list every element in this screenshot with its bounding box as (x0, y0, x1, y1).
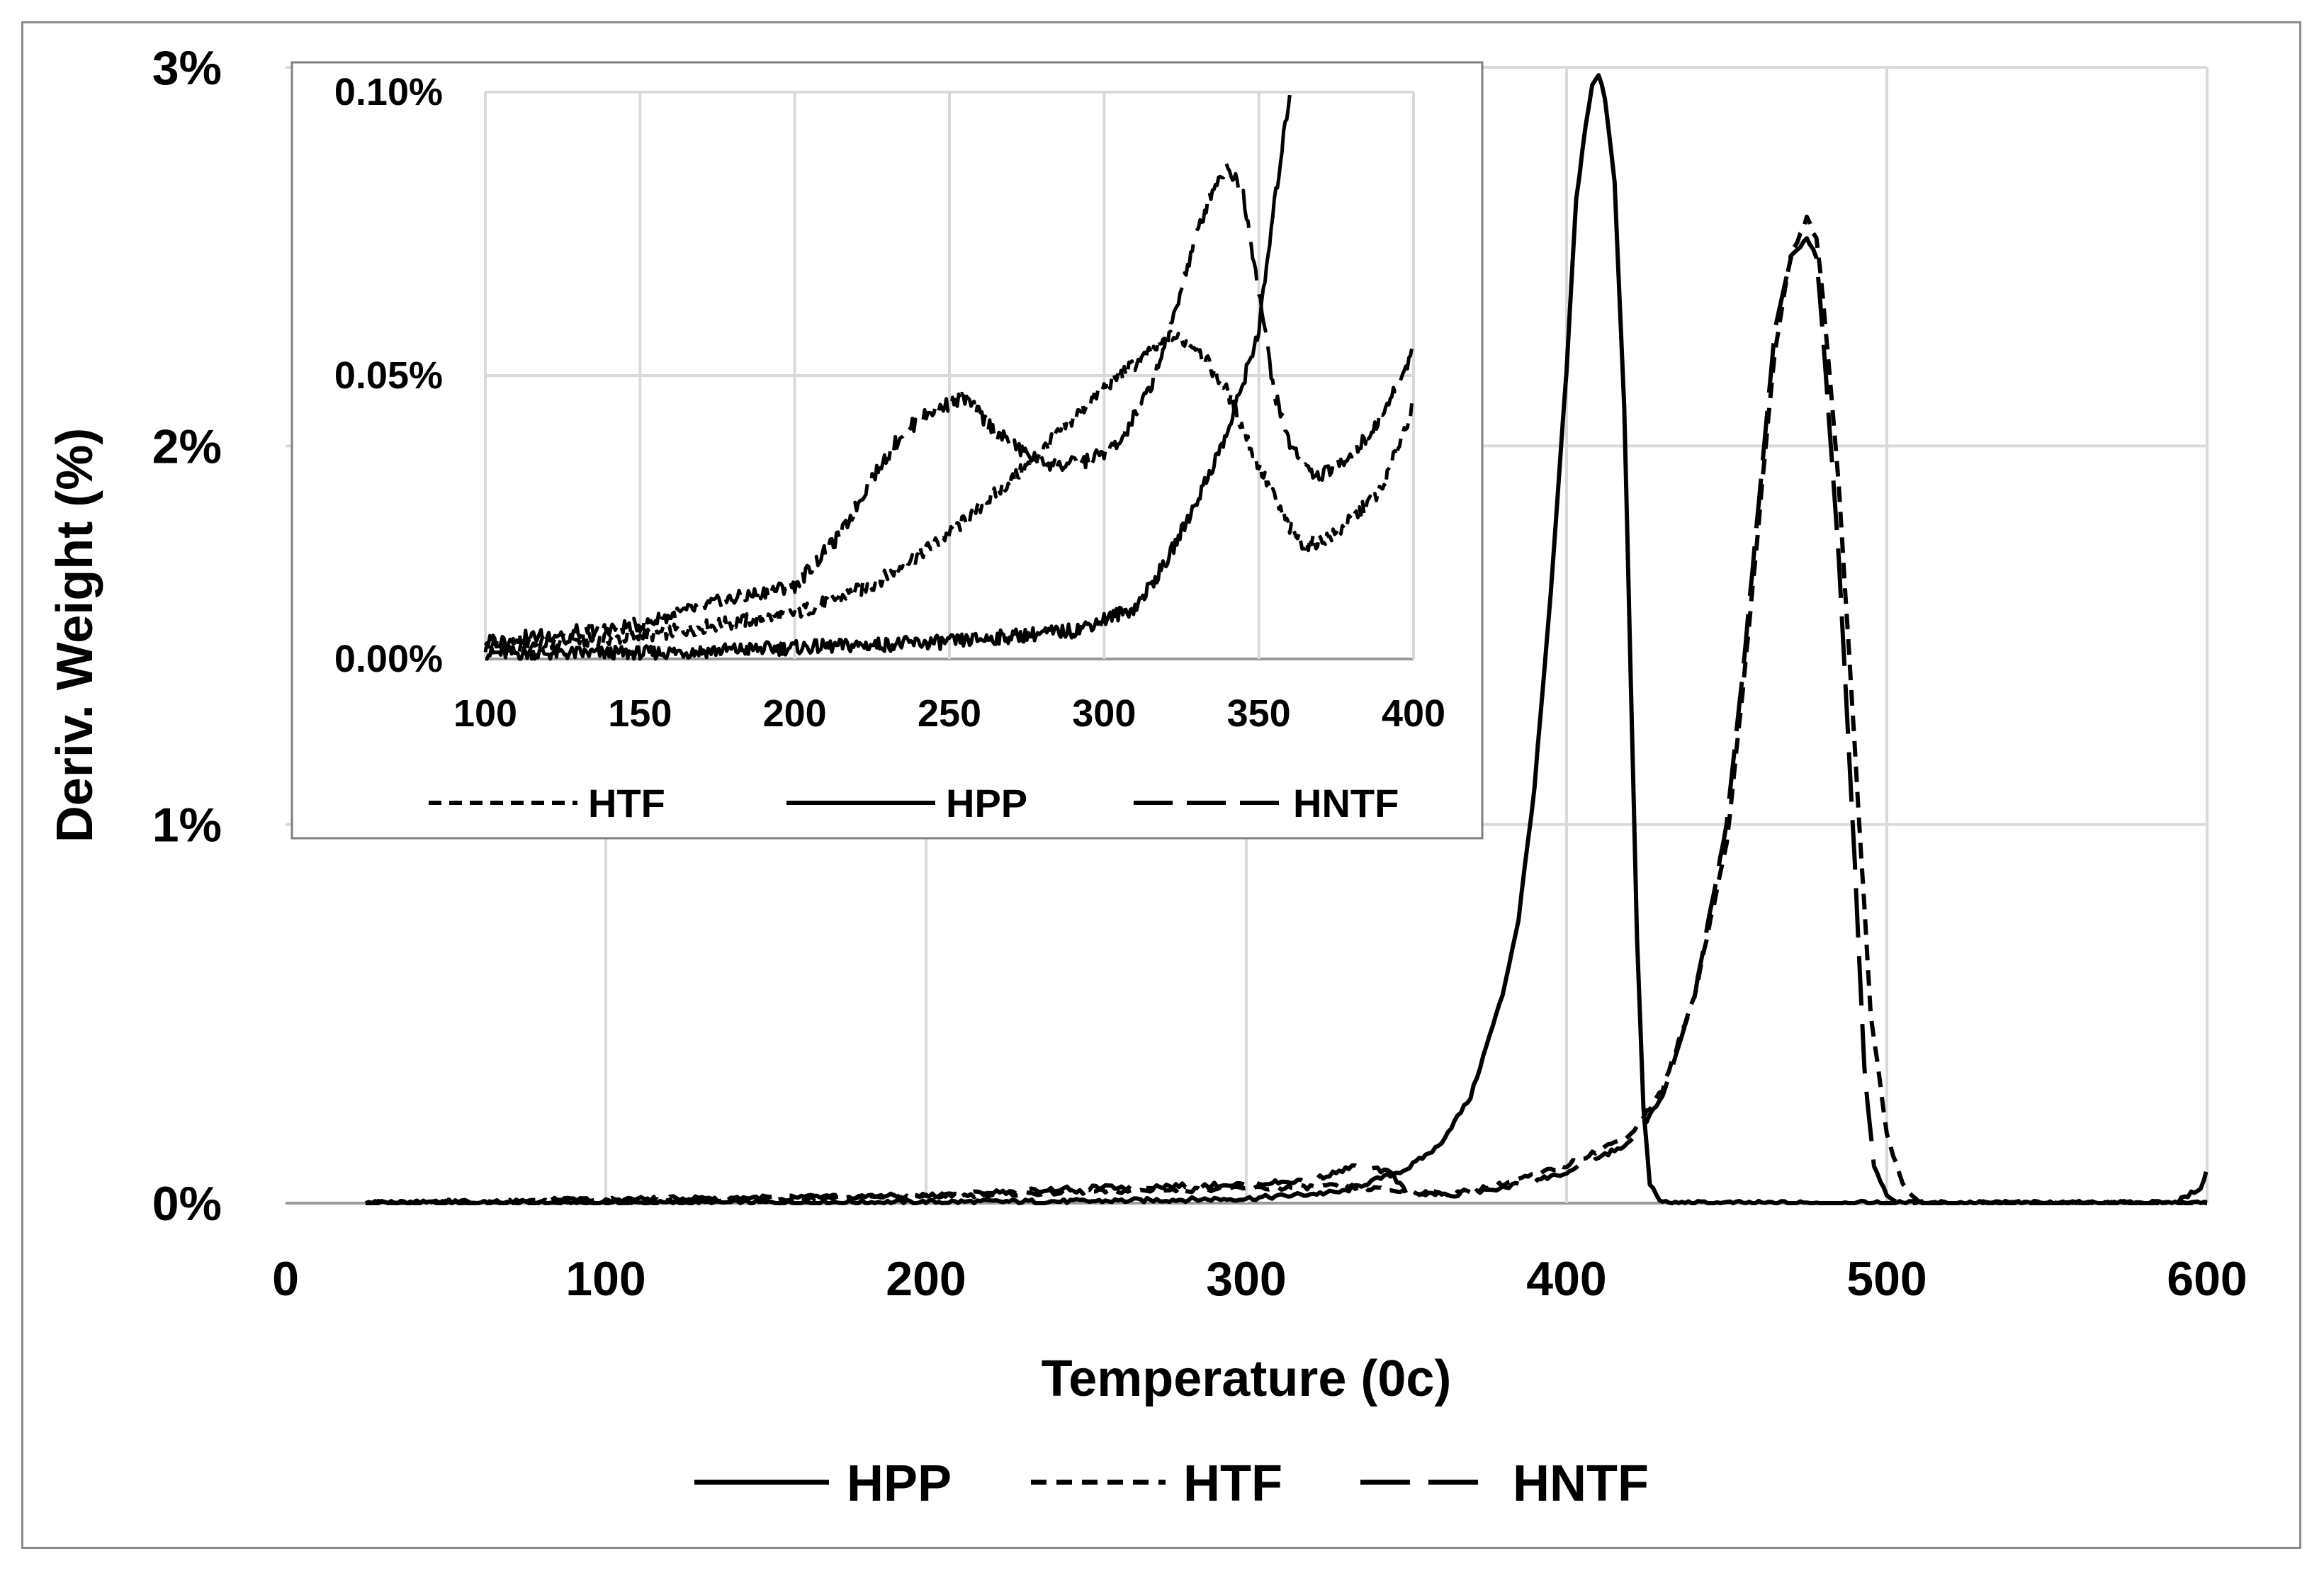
main-y-tick-label-3: 3% (152, 41, 222, 95)
main-y-tick-label-1: 1% (152, 799, 222, 852)
main-x-tick-label-200: 200 (886, 1252, 966, 1306)
main-legend: HPP HTF HNTF (694, 1455, 1649, 1512)
inset-legend-label-hntf: HNTF (1293, 781, 1399, 825)
inset-x-tick-label-250: 250 (918, 692, 981, 735)
main-legend-label-htf: HTF (1183, 1455, 1282, 1512)
inset-y-tick-label-0-10: 0.10% (334, 71, 443, 113)
inset-legend: HTF HPP HNTF (429, 781, 1399, 825)
main-plot-tick-labels: 0 100 200 300 400 500 600 0% 1% 2% 3% (152, 41, 2247, 1306)
inset-x-tick-label-400: 400 (1382, 692, 1445, 735)
main-series-htf (366, 214, 2208, 1205)
inset-x-tick-label-200: 200 (763, 692, 827, 735)
inset-x-tick-label-100: 100 (453, 692, 517, 735)
inset-x-tick-label-150: 150 (608, 692, 672, 735)
inset-x-tick-label-300: 300 (1072, 692, 1136, 735)
main-x-tick-label-300: 300 (1206, 1252, 1286, 1306)
inset-series-hntf (483, 162, 1416, 649)
main-x-tick-label-0: 0 (272, 1252, 299, 1306)
inset-plot-series (483, 94, 1416, 661)
main-x-tick-label-100: 100 (565, 1252, 645, 1306)
main-x-tick-label-500: 500 (1846, 1252, 1927, 1306)
main-y-tick-label-2: 2% (152, 419, 222, 473)
inset-x-tick-label-350: 350 (1227, 692, 1291, 735)
inset-chart: 100 150 200 250 300 350 400 0.00% 0.05% 0.10% HTF… (290, 61, 1484, 840)
main-legend-label-hntf: HNTF (1513, 1455, 1649, 1512)
main-y-tick-label-0: 0% (152, 1177, 222, 1231)
inset-y-tick-label-0-05: 0.05% (334, 354, 443, 397)
inset-legend-label-hpp: HPP (946, 781, 1027, 825)
main-x-tick-label-600: 600 (2167, 1252, 2247, 1306)
inset-chart-box (290, 61, 1484, 840)
inset-legend-label-htf: HTF (588, 781, 665, 825)
main-legend-label-hpp: HPP (847, 1455, 952, 1512)
main-plot-series (365, 73, 2209, 1205)
inset-series-hpp (485, 94, 1292, 661)
main-x-tick-label-400: 400 (1526, 1252, 1606, 1306)
inset-y-tick-label-0-00: 0.00% (334, 638, 443, 680)
inset-series-htf (483, 329, 1416, 655)
main-y-axis-title: Deriv. Weight (%) (47, 428, 103, 842)
main-series-hntf (366, 236, 2209, 1205)
main-x-axis-title: Temperature (0c) (1042, 1351, 1452, 1407)
inset-plot-tick-labels: 100 150 200 250 300 350 400 0.00% 0.05% 0.10% (334, 71, 1445, 735)
